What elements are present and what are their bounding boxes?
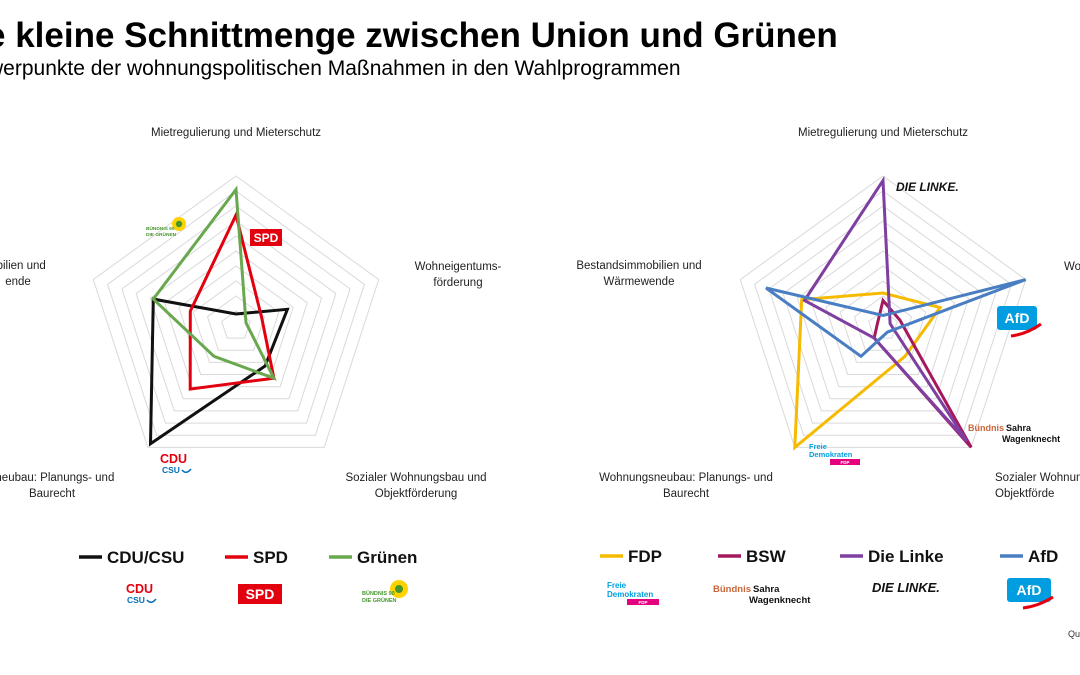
axis-label-right-2: Sozialer Wohnun Objektförde	[995, 472, 1080, 500]
svg-text:SPD: SPD	[254, 231, 279, 245]
svg-text:Wagenknecht: Wagenknecht	[1002, 434, 1060, 444]
axis-label-left-2: Sozialer Wohnungsbau und Objektförderung	[345, 472, 486, 500]
svg-text:AfD: AfD	[1005, 310, 1030, 326]
radar-series-spd	[188, 210, 276, 391]
svg-text:DIE GRÜNEN: DIE GRÜNEN	[146, 231, 177, 238]
bsw-logo-icon: Bündnis Sahra Wagenknecht	[968, 423, 1060, 444]
svg-text:DIE LINKE.: DIE LINKE.	[872, 580, 940, 595]
svg-text:Sahra: Sahra	[1006, 423, 1032, 433]
axis-label-right-1: Wo	[1064, 261, 1080, 273]
svg-text:CDU: CDU	[126, 582, 153, 596]
axis-label-right-0: Mietregulierung und Mieterschutz	[798, 127, 968, 139]
legend-fdp-logo-icon: Freie Demokraten FDP	[607, 581, 659, 605]
chart-title: e kleine Schnittmenge zwischen Union und…	[0, 16, 838, 55]
axis-label-right-4: Bestandsimmobilien und Wärmewende	[576, 260, 701, 288]
spd-logo-icon: SPD	[250, 229, 282, 246]
afd-logo-icon: AfD	[997, 306, 1042, 338]
radar-grid-ring	[782, 220, 984, 412]
legend-label-afd: AfD	[1028, 547, 1058, 566]
axis-label-left-1: Wohneigentums-förderung	[415, 261, 502, 289]
svg-text:DIE GRÜNEN: DIE GRÜNEN	[362, 597, 397, 604]
axis-label-left-3: sneubau: Planungs- und Baurecht	[0, 472, 114, 500]
radar-grid-ring	[768, 205, 998, 424]
legend-afd-logo-icon: AfD	[1007, 578, 1054, 610]
legend-cdu-csu-logo-icon: CDU CSU	[126, 582, 157, 605]
radar-grid-ring	[92, 175, 380, 448]
radar-grid-ring	[178, 265, 294, 375]
radar-series-gr-nen	[151, 185, 277, 381]
svg-text:CSU: CSU	[127, 595, 145, 605]
svg-text:Bündnis: Bündnis	[713, 584, 751, 595]
svg-text:DIE LINKE.: DIE LINKE.	[896, 180, 959, 194]
die-linke-logo-icon: DIE LINKE.	[896, 180, 959, 194]
legend-label-fdp: FDP	[628, 547, 662, 566]
svg-text:AfD: AfD	[1017, 582, 1042, 598]
legend-bsw-logo-icon: Bündnis Sahra Wagenknecht	[713, 584, 811, 606]
radar-grid-ring	[754, 190, 1012, 436]
radar-grid-ring	[121, 205, 351, 424]
radar-grid-ring	[107, 190, 365, 436]
radar-series-die-linke	[802, 175, 969, 443]
radar-grid-ring	[135, 220, 337, 412]
legend-label-gr-nen: Grünen	[357, 548, 417, 567]
svg-text:Demokraten: Demokraten	[809, 450, 853, 459]
cdu-csu-logo-icon: CDU CSU	[160, 452, 192, 475]
legend-spd-logo-icon: SPD	[238, 584, 282, 604]
svg-text:Bündnis: Bündnis	[968, 423, 1004, 433]
legend-label-spd: SPD	[253, 548, 288, 567]
fdp-logo-icon: Freie Demokraten FDP	[809, 442, 860, 465]
legend-gruene-logo-icon: BÜNDNIS 90 DIE GRÜNEN	[362, 580, 408, 604]
radar-series-cdu-csu	[148, 297, 290, 447]
radar-grid-ring	[221, 310, 251, 339]
legend-label-cdu-csu: CDU/CSU	[107, 548, 184, 567]
legend-die-linke-logo-icon: DIE LINKE.	[872, 580, 940, 595]
chart-subtitle: werpunkte der wohnungspolitischen Maßnah…	[0, 57, 681, 80]
svg-text:FDP: FDP	[841, 460, 850, 465]
svg-text:Sahra: Sahra	[753, 584, 780, 595]
axis-label-left-0: Mietregulierung und Mieterschutz	[151, 127, 321, 139]
svg-text:FDP: FDP	[639, 600, 648, 605]
gruene-logo-icon: BÜNDNIS 90 DIE GRÜNEN	[146, 217, 186, 238]
svg-text:Wagenknecht: Wagenknecht	[749, 595, 811, 606]
axis-label-right-3: Wohnungsneubau: Planungs- und Baurecht	[599, 472, 773, 500]
source-note: Qu	[1068, 629, 1080, 639]
radar-grid-ring	[164, 250, 308, 388]
svg-text:Freie: Freie	[607, 581, 627, 590]
radar-grid-ring	[149, 235, 323, 400]
svg-text:BÜNDNIS 90: BÜNDNIS 90	[146, 225, 175, 232]
radar-grid-ring	[853, 295, 913, 351]
svg-text:BÜNDNIS 90: BÜNDNIS 90	[362, 590, 395, 597]
radar-grid-ring	[739, 175, 1027, 448]
svg-text:SPD: SPD	[246, 586, 275, 602]
radar-grid-ring	[811, 250, 955, 388]
radar-series-afd	[765, 278, 1027, 359]
svg-text:CSU: CSU	[162, 465, 180, 475]
radar-series-fdp	[793, 291, 943, 451]
legend-label-die-linke: Die Linke	[868, 547, 944, 566]
svg-text:Freie: Freie	[809, 442, 827, 451]
svg-text:CDU: CDU	[160, 452, 187, 466]
legend-label-bsw: BSW	[746, 547, 787, 566]
svg-text:Demokraten: Demokraten	[607, 590, 653, 599]
